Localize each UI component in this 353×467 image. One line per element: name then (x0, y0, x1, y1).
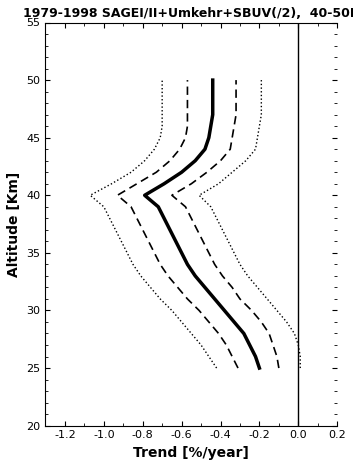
Y-axis label: Altitude [Km]: Altitude [Km] (7, 171, 21, 276)
Title: 1979-1998 SAGEI/II+Umkehr+SBUV(/2),  40-50N: 1979-1998 SAGEI/II+Umkehr+SBUV(/2), 40-5… (23, 7, 353, 20)
X-axis label: Trend [%/year]: Trend [%/year] (133, 446, 249, 460)
